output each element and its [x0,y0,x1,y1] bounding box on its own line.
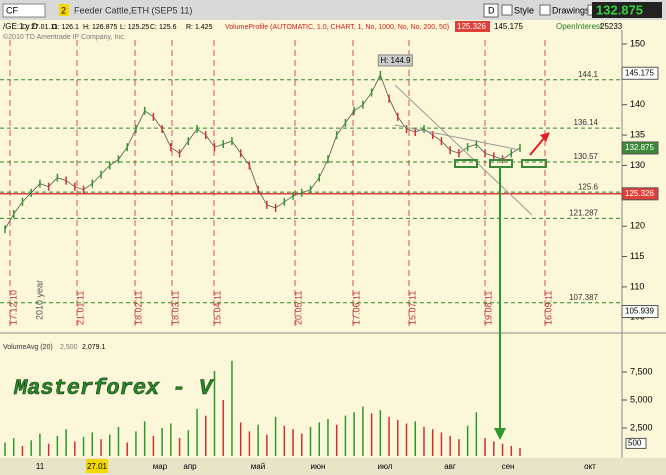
red-arrow-head [540,132,550,142]
price-marker [621,187,659,201]
red-arrow [529,136,546,156]
price-marker-label: 105.939 [625,307,654,316]
y-tick-label: 7,500 [630,366,653,376]
volume-last-box [625,437,647,449]
last-price-box [592,2,662,18]
info-field: C: 125.6 [150,24,177,31]
price-marker-label: 132.875 [625,143,654,152]
toolbar-button-label: Style [514,5,534,15]
channel-line [394,84,533,216]
level-label: 136.14 [574,118,599,127]
toolbar-button[interactable] [501,4,513,16]
date-label: 17.06.11 [351,291,361,325]
date-label: 15.04.11 [212,291,222,325]
y-tick-label: 140 [630,99,645,109]
level-label: 130.57 [574,152,599,161]
study-value: 125.326 [457,22,486,31]
study: VolumeProfile (AUTOMATIC, 1.0, CHART, 1,… [225,24,449,31]
volume-period: 2,500 [60,344,78,351]
x-tick-label: мар [153,462,168,471]
arrow-head [494,428,506,440]
green-box [489,159,513,168]
oi-value: 25233 [600,22,623,31]
y-tick-label: 150 [630,38,645,48]
price-marker [621,66,659,80]
date-label: 21.01.11 [75,291,85,325]
price-marker [621,305,659,319]
oi-label: OpenInterest [556,22,603,31]
x-tick-label: 27.01 [87,462,108,471]
green-box [454,159,478,168]
price-marker [621,141,659,155]
link-button[interactable] [59,4,69,16]
period-button[interactable] [483,3,499,18]
copyright: ©2010 TD Ameritrade IP Company, Inc. [3,33,126,41]
study-box [455,21,490,32]
y-tick-label: 120 [630,221,645,231]
x-tick-label: авг [444,462,456,471]
x-tick-label: июн [311,462,326,471]
date-label: 18.02.11 [133,291,143,325]
price-line [4,73,521,230]
x-tick-label: май [251,462,265,471]
last-price: 132.875 [596,2,643,17]
toolbar-button[interactable] [539,4,551,16]
level-label: 121.287 [569,208,598,217]
time-highlight [86,459,108,473]
info-field: D: 27.01.11 [22,24,58,31]
symbol: CF [6,5,18,15]
info-field: H: 126.875 [83,24,117,31]
info-field: R: 1.425 [186,24,213,31]
year-label: 2010 year [34,280,44,320]
description: Feeder Cattle,ETH (SEP5 11) [74,5,192,15]
x-tick-label: апр [183,462,197,471]
x-tick-label: июл [378,462,393,471]
level-label: 125.6 [578,182,599,191]
x-tick-label: 11 [36,462,45,471]
info-bar [0,20,666,40]
price-marker-label: 145.175 [625,68,654,77]
date-label: 17.12.10 [8,290,18,325]
green-box [521,159,547,168]
price-marker-label: 125.326 [625,189,654,198]
symbol-input[interactable] [2,3,46,18]
y-tick-label: 2,500 [630,422,653,432]
toolbar [0,0,666,20]
volume-title: VolumeAvg (20) [3,344,53,351]
high-box [377,54,413,67]
high-label: H: 144.9 [380,56,411,65]
watermark: Masterforex - V [13,376,214,401]
date-label: 16.09.11 [543,291,553,325]
y-tick-label: 110 [630,281,644,291]
channel-line [394,124,521,151]
level-label: 107.387 [569,293,598,302]
volume-avg: 2,079.1 [82,344,105,351]
date-label: 15.07.11 [407,291,417,325]
volume-last: 500 [628,439,642,448]
y-tick-label: 130 [630,160,645,170]
y-tick-label: 135 [630,129,645,139]
study-value: 145.175 [494,22,523,31]
date-label: 19.08.11 [483,291,493,325]
time-axis [0,458,666,475]
x-tick-label: сен [502,462,515,471]
x-tick-label: окт [584,462,596,471]
level-label: 144.1 [578,70,599,79]
y-tick-label: 5,000 [630,394,653,404]
y-tick-label: 115 [630,251,644,261]
link: 2 [61,5,66,15]
toolbar-button-label: Drawings [552,5,590,15]
date-label: 18.03.11 [170,291,180,325]
info-field: L: 125.25 [120,24,149,31]
date-label: 20.05.11 [293,291,303,325]
info-field: O: 126.1 [52,24,79,31]
period: D [488,5,495,15]
info-symbol: /GE:1 y D [3,22,38,31]
